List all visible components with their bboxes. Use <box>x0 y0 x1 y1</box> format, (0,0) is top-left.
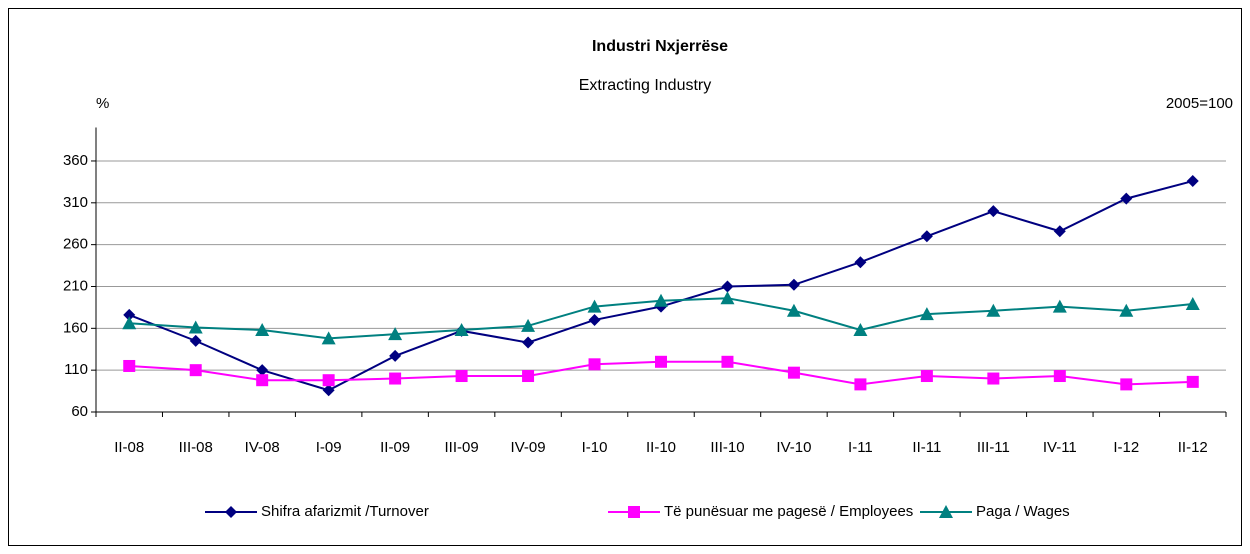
data-point <box>1120 192 1133 205</box>
data-point <box>986 303 1001 317</box>
data-point <box>189 334 202 347</box>
x-tick-label: III-09 <box>444 439 478 456</box>
data-point <box>322 374 335 387</box>
data-point <box>255 322 270 336</box>
y-axis-label: % <box>96 95 109 112</box>
data-point <box>1186 375 1199 388</box>
data-point <box>987 205 1000 218</box>
data-point <box>588 313 601 326</box>
x-tick-label: III-11 <box>977 439 1010 456</box>
data-point <box>454 322 469 336</box>
data-point <box>721 355 734 368</box>
x-tick-label: III-10 <box>710 439 744 456</box>
legend-marker <box>225 506 237 518</box>
data-point <box>1053 225 1066 238</box>
data-point <box>987 372 1000 385</box>
x-tick-label: IV-08 <box>245 439 280 456</box>
data-point <box>853 322 868 336</box>
data-point <box>1186 175 1199 188</box>
x-tick-label: III-08 <box>179 439 213 456</box>
data-point <box>256 364 269 377</box>
x-tick-label: I-10 <box>582 439 608 456</box>
data-point <box>123 359 136 372</box>
legend-label: Paga / Wages <box>976 503 1070 520</box>
chart-title: Industri Nxjerrëse <box>592 38 728 55</box>
y-tick-label: 110 <box>64 361 88 378</box>
x-tick-label: II-11 <box>912 439 941 456</box>
data-point <box>321 331 336 345</box>
x-tick-label: I-09 <box>316 439 342 456</box>
legend-marker <box>628 506 640 518</box>
x-tick-label: IV-11 <box>1043 439 1077 456</box>
chart-subtitle: Extracting Industry <box>579 77 712 94</box>
data-point <box>189 364 202 377</box>
data-point <box>720 291 735 305</box>
y-tick-label: 60 <box>71 403 88 420</box>
data-point <box>721 280 734 293</box>
y-tick-label: 210 <box>63 277 88 294</box>
x-tick-label: II-10 <box>646 439 676 456</box>
data-point <box>786 303 801 317</box>
data-point <box>920 370 933 383</box>
data-point <box>655 355 667 368</box>
data-point <box>854 378 867 391</box>
data-point <box>588 358 601 371</box>
data-point <box>322 384 335 397</box>
data-point <box>1052 299 1067 313</box>
legend-marker <box>939 505 953 518</box>
x-tick-label: I-11 <box>848 439 873 456</box>
data-point <box>521 318 536 332</box>
y-tick-label: 310 <box>63 194 88 211</box>
data-point <box>123 308 136 321</box>
x-tick-label: IV-09 <box>511 439 546 456</box>
x-tick-label: IV-10 <box>776 439 811 456</box>
data-point <box>1120 378 1133 391</box>
data-point <box>188 320 203 334</box>
y-tick-label: 260 <box>63 236 88 253</box>
data-point <box>522 370 535 383</box>
data-point <box>388 327 403 341</box>
data-point <box>522 336 535 349</box>
data-point <box>1185 297 1200 311</box>
data-point <box>256 374 269 387</box>
x-tick-label: II-08 <box>114 439 144 456</box>
data-point <box>919 307 934 321</box>
data-point <box>122 316 137 330</box>
data-point <box>1119 303 1134 317</box>
note: 2005=100 <box>1166 95 1233 112</box>
y-tick-label: 360 <box>63 152 88 169</box>
data-point <box>389 349 402 362</box>
data-point <box>854 256 867 269</box>
legend-label: Shifra afarizmit /Turnover <box>261 503 429 520</box>
legend-label: Të punësuar me pagesë / Employees <box>664 503 913 520</box>
data-point <box>587 299 602 313</box>
y-tick-label: 160 <box>63 319 88 336</box>
data-point <box>389 372 402 385</box>
x-tick-label: II-12 <box>1178 439 1208 456</box>
data-point <box>455 370 468 383</box>
data-point <box>654 293 668 307</box>
data-point <box>1053 370 1066 383</box>
x-tick-label: I-12 <box>1113 439 1139 456</box>
data-point <box>787 366 800 379</box>
x-tick-label: II-09 <box>380 439 410 456</box>
data-point <box>787 278 800 291</box>
chart-border <box>8 8 1242 546</box>
data-point <box>920 230 933 243</box>
